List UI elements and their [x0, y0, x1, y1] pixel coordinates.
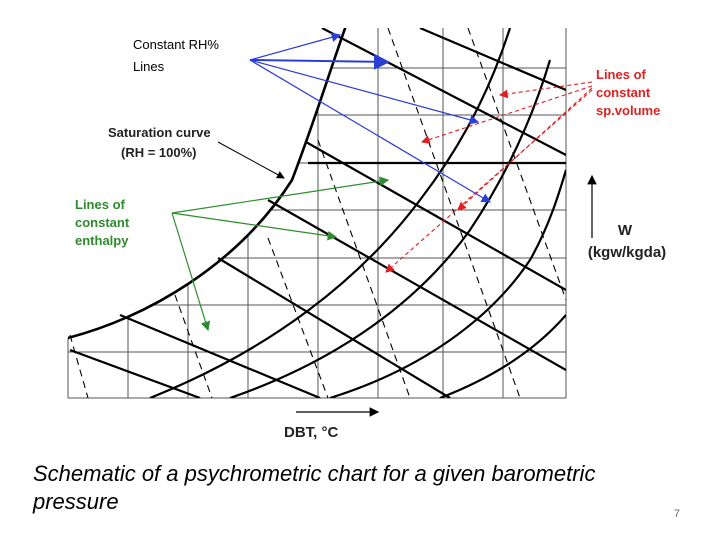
sp-volume-label: Lines of constant sp.volume — [596, 67, 660, 118]
rh-label: Constant RH% Lines — [133, 37, 223, 74]
enthalpy-arrows — [171, 176, 390, 332]
page-number: 7 — [673, 508, 680, 520]
saturation-mask — [60, 20, 348, 340]
dbt-axis-label: DBT, °C — [284, 424, 338, 441]
saturation-arrow — [217, 141, 285, 179]
w-axis-label: W (kgw/kgda) — [588, 222, 666, 261]
saturation-label: Saturation curve (RH = 100%) — [108, 125, 214, 160]
rh-arrows — [249, 32, 492, 203]
sp-volume-arrows — [385, 81, 593, 273]
saturation-curve — [68, 28, 347, 340]
enthalpy-label: Lines of constant enthalpy — [75, 197, 133, 248]
enthalpy-lines — [69, 28, 566, 398]
figure-caption: Schematic of a psychrometric chart for a… — [33, 461, 596, 514]
rh-lines — [149, 28, 566, 398]
